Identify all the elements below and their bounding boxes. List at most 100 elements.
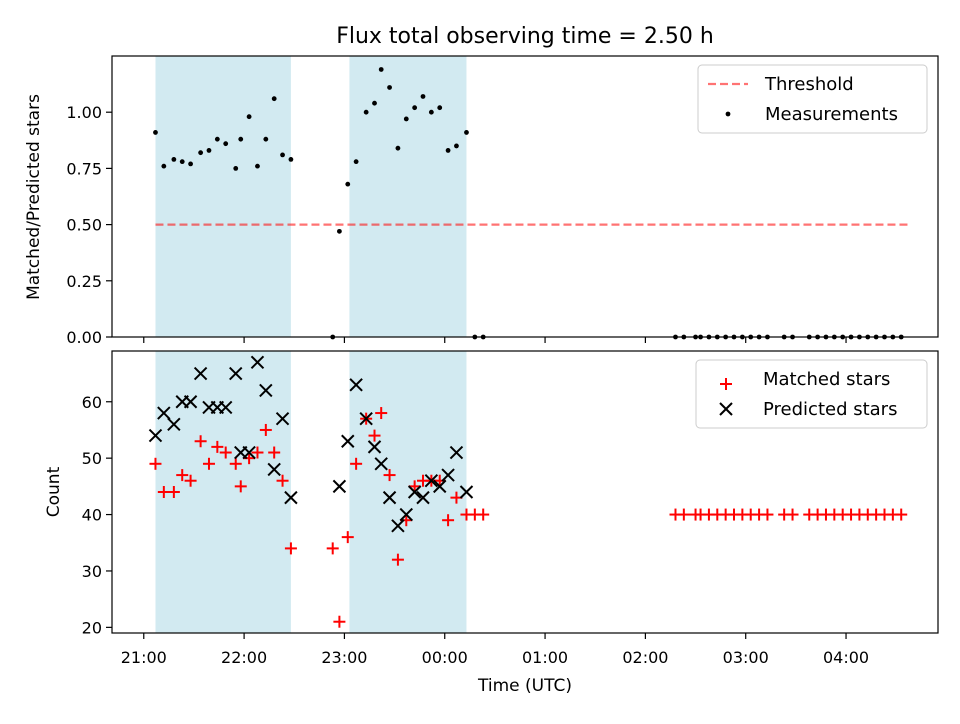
measurement-point bbox=[233, 166, 239, 171]
top-plot-marks bbox=[153, 67, 908, 340]
top-panel: 0.00 0.25 0.50 0.75 1.00 Matched/Predicted s… bbox=[24, 55, 939, 347]
predicted-star-point bbox=[284, 490, 298, 505]
matched-star-point bbox=[184, 474, 197, 487]
predicted-star-point bbox=[242, 445, 256, 460]
measurement-point bbox=[223, 141, 229, 147]
matched-star-point bbox=[229, 457, 242, 470]
top-shaded-intervals bbox=[155, 56, 467, 337]
bottom-legend-box bbox=[695, 359, 928, 429]
y-tick-label: 40 bbox=[82, 506, 102, 525]
legend-measurements-swatch bbox=[725, 111, 731, 117]
matched-star-point bbox=[211, 440, 224, 453]
measurement-point bbox=[363, 109, 369, 115]
matched-star-point bbox=[761, 508, 774, 521]
matched-star-point bbox=[219, 446, 232, 459]
observing-interval-band bbox=[155, 56, 291, 337]
y-tick-label: 0.25 bbox=[66, 272, 102, 291]
bottom-y-axis-label: Count bbox=[44, 466, 64, 517]
matched-star-point bbox=[259, 423, 272, 436]
predicted-star-point bbox=[382, 490, 397, 505]
chart-title: Flux total observing time = 2.50 h bbox=[336, 24, 714, 49]
measurement-point bbox=[437, 105, 443, 111]
x-tick-label: 04:00 bbox=[823, 648, 869, 667]
matched-star-point bbox=[895, 508, 908, 521]
top-axes-frame bbox=[111, 55, 939, 338]
measurement-point bbox=[263, 136, 269, 142]
matched-star-point bbox=[677, 508, 690, 521]
measurement-point bbox=[372, 100, 377, 106]
measurement-point bbox=[445, 148, 451, 153]
matched-star-point bbox=[350, 457, 363, 470]
measurement-point bbox=[420, 94, 426, 99]
matched-star-point bbox=[391, 553, 404, 566]
matched-star-point bbox=[786, 508, 799, 521]
predicted-star-point bbox=[416, 490, 430, 505]
predicted-star-point bbox=[349, 378, 363, 392]
matched-star-point bbox=[333, 615, 346, 628]
measurement-point bbox=[464, 130, 469, 135]
measurement-point bbox=[206, 148, 212, 153]
matched-star-point bbox=[383, 469, 396, 482]
measurement-point bbox=[403, 116, 409, 122]
y-tick-label: 0.50 bbox=[66, 216, 102, 235]
matched-star-point bbox=[202, 457, 215, 470]
measurement-point bbox=[179, 159, 185, 165]
predicted-star-point bbox=[157, 406, 171, 420]
y-tick-label: 50 bbox=[82, 449, 102, 468]
top-legend: Threshold Measurements bbox=[697, 64, 928, 134]
predicted-star-point bbox=[183, 395, 198, 409]
predicted-star-point bbox=[148, 428, 163, 443]
matched-star-point bbox=[442, 514, 455, 527]
predicted-star-point bbox=[218, 400, 233, 415]
x-tick-label: 03:00 bbox=[723, 648, 769, 667]
matched-star-point bbox=[176, 469, 189, 482]
predicted-star-point bbox=[433, 479, 447, 494]
predicted-star-point bbox=[449, 445, 464, 460]
predicted-star-point bbox=[267, 462, 281, 477]
bottom-y-axis: 20 30 40 50 60 bbox=[82, 393, 112, 637]
predicted-star-point bbox=[167, 417, 181, 432]
predicted-star-point bbox=[367, 440, 382, 454]
legend-predicted-label: Predicted stars bbox=[763, 399, 897, 420]
top-y-axis: 0.00 0.25 0.50 0.75 1.00 bbox=[66, 103, 112, 347]
measurement-point bbox=[153, 130, 158, 135]
measurement-point bbox=[353, 159, 359, 165]
bottom-panel: 20 30 40 50 60 21:00 22:00 23:00 00:00 01:00 02:0… bbox=[44, 350, 939, 696]
matched-star-point bbox=[326, 542, 339, 555]
predicted-star-point bbox=[341, 434, 355, 448]
legend-matched-swatch bbox=[720, 378, 732, 390]
predicted-star-point bbox=[459, 485, 474, 499]
measurement-point bbox=[255, 163, 260, 169]
measurement-point bbox=[171, 157, 177, 162]
predicted-star-point bbox=[391, 519, 405, 533]
measurement-point bbox=[345, 181, 351, 187]
predicted-star-point bbox=[407, 485, 422, 499]
x-axis-label: Time (UTC) bbox=[477, 676, 572, 696]
predicted-star-point bbox=[275, 411, 290, 426]
legend-predicted-swatch bbox=[719, 402, 733, 416]
matched-star-point bbox=[157, 486, 170, 498]
predicted-star-point bbox=[424, 474, 439, 488]
measurement-point bbox=[387, 85, 392, 90]
predicted-star-point bbox=[229, 366, 243, 381]
observing-interval-band bbox=[349, 56, 467, 337]
legend-threshold-label: Threshold bbox=[764, 74, 854, 95]
measurement-point bbox=[280, 152, 285, 158]
x-tick-label: 02:00 bbox=[622, 648, 668, 667]
matched-star-point bbox=[276, 474, 289, 487]
predicted-star-point bbox=[332, 479, 347, 494]
y-tick-label: 20 bbox=[82, 618, 102, 637]
predicted-star-point bbox=[250, 355, 265, 369]
matched-star-point bbox=[408, 480, 421, 493]
measurement-point bbox=[246, 114, 252, 120]
y-tick-label: 0.75 bbox=[66, 159, 102, 178]
measurement-point bbox=[395, 145, 401, 151]
matched-star-point bbox=[251, 446, 264, 459]
bottom-legend: Matched stars Predicted stars bbox=[695, 359, 928, 429]
measurement-point bbox=[288, 157, 294, 162]
observing-interval-band bbox=[349, 351, 467, 633]
bottom-axes-frame bbox=[111, 350, 939, 634]
measurement-point bbox=[271, 96, 277, 102]
matched-star-point bbox=[375, 407, 388, 420]
